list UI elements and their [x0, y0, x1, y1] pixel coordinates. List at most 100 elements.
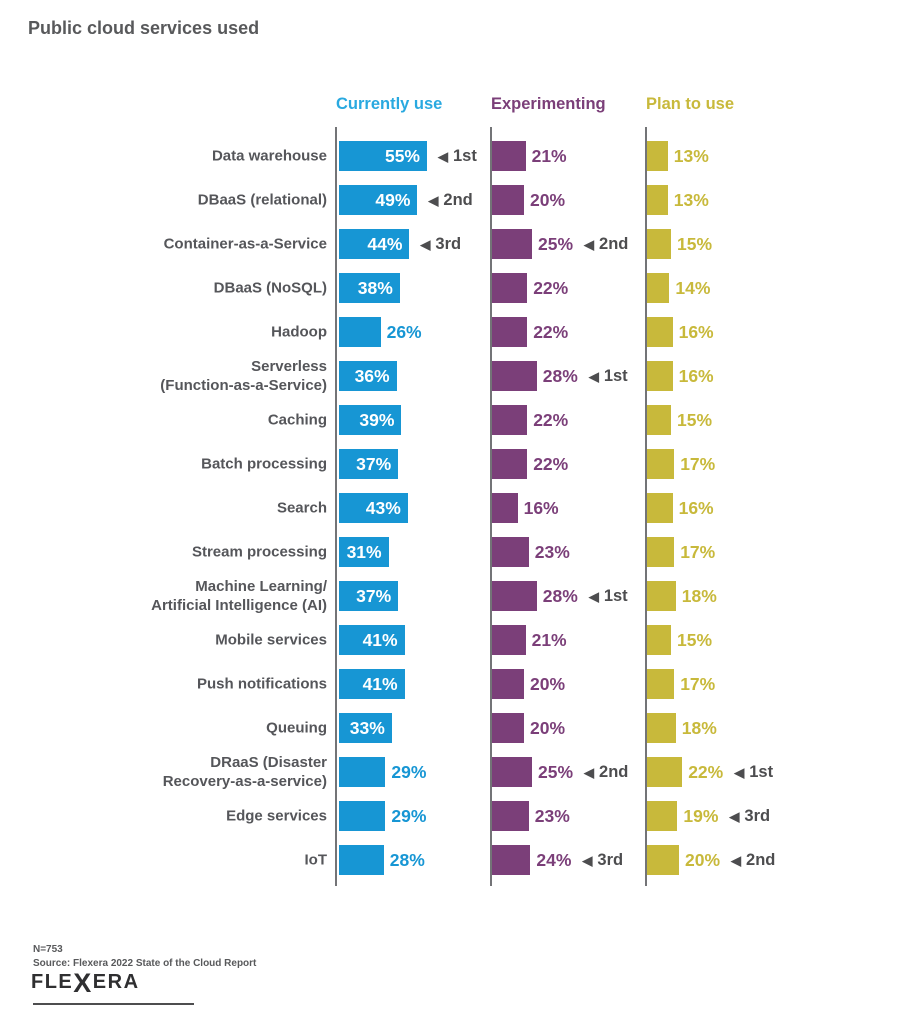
- category-label-line: Queuing: [266, 719, 327, 737]
- bar-value-label: 16%: [678, 321, 714, 342]
- bar-group-plan-to-use: 20% ◀ 2nd: [647, 845, 775, 875]
- bar-group-plan-to-use: 16%: [647, 493, 714, 523]
- bar-value-label: 22%: [533, 409, 569, 430]
- bar-group-currently-use: 44% ◀ 3rd: [339, 229, 461, 259]
- bar-group-plan-to-use: 18%: [647, 581, 717, 611]
- bar: [647, 625, 671, 655]
- bar: [492, 669, 524, 699]
- category-label: Caching: [0, 411, 327, 430]
- logo-text-post: ERA: [92, 971, 140, 993]
- flexera-logo: FLE X ERA: [31, 969, 140, 996]
- bar: [339, 757, 386, 787]
- category-label-line: IoT: [304, 851, 328, 869]
- chart-row: Hadoop 26% 22% 16%: [0, 310, 921, 354]
- chart-row: DBaaS (NoSQL) 38% 22% 14%: [0, 266, 921, 310]
- chart-row: IoT 28% 24% ◀ 3rd 20% ◀ 2nd: [0, 838, 921, 882]
- rank-badge: ◀ 2nd: [584, 235, 628, 254]
- bar-group-currently-use: 33%: [339, 713, 392, 743]
- bar-group-currently-use: 37%: [339, 449, 399, 479]
- bar-group-currently-use: 49% ◀ 2nd: [339, 185, 473, 215]
- bar: 31%: [339, 537, 389, 567]
- rank-label: 1st: [453, 146, 477, 165]
- bar: [647, 845, 679, 875]
- bar-group-plan-to-use: 17%: [647, 537, 715, 567]
- bar-group-plan-to-use: 15%: [647, 405, 712, 435]
- category-label-line: Search: [276, 499, 327, 517]
- bar: [492, 845, 531, 875]
- column-header-experimenting: Experimenting: [491, 95, 606, 113]
- bar: [492, 581, 537, 611]
- bar: [492, 141, 526, 171]
- bar-value-label: 29%: [391, 805, 427, 826]
- bar: [647, 141, 668, 171]
- chart-row: DBaaS (relational) 49% ◀ 2nd 20% 13%: [0, 178, 921, 222]
- bar: 41%: [339, 625, 405, 655]
- bar-value-label: 22%: [533, 453, 569, 474]
- bar: 38%: [339, 273, 400, 303]
- bar-group-currently-use: 37%: [339, 581, 399, 611]
- category-label: Hadoop: [0, 323, 327, 342]
- rank-label: 1st: [749, 762, 774, 781]
- logo-underline: [33, 1003, 194, 1005]
- bar-group-experimenting: 28% ◀ 1st: [492, 581, 628, 611]
- bar-group-plan-to-use: 17%: [647, 669, 715, 699]
- bar-group-currently-use: 41%: [339, 669, 405, 699]
- category-label: DBaaS (NoSQL): [0, 279, 327, 298]
- bar-value-label: 43%: [365, 497, 401, 518]
- rank-badge: ◀ 1st: [734, 763, 773, 782]
- bar-value-label: 17%: [680, 673, 716, 694]
- bar: [492, 713, 524, 743]
- bar-group-currently-use: 29%: [339, 801, 426, 831]
- category-label-line: DBaaS (NoSQL): [213, 279, 327, 297]
- bar: 36%: [339, 361, 397, 391]
- rank-label: 3rd: [435, 234, 462, 253]
- category-label: Push notifications: [0, 675, 327, 694]
- bar-value-label: 26%: [386, 321, 422, 342]
- bar-value-label: 21%: [531, 629, 567, 650]
- bar-group-experimenting: 22%: [492, 405, 568, 435]
- bar-value-label: 22%: [688, 761, 724, 782]
- chart-row: Data warehouse 55% ◀ 1st 21% 13%: [0, 134, 921, 178]
- category-label-line: DRaaS (Disaster: [210, 754, 327, 771]
- bar-value-label: 44%: [367, 233, 403, 254]
- rank-badge: ◀ 2nd: [584, 763, 628, 782]
- chart-title: Public cloud services used: [28, 18, 260, 38]
- bar-value-label: 16%: [678, 365, 714, 386]
- rank-label: 3rd: [597, 850, 624, 869]
- bar-value-label: 29%: [391, 761, 427, 782]
- bar: [492, 537, 529, 567]
- rank-label: 2nd: [746, 850, 776, 869]
- bar-group-currently-use: 26%: [339, 317, 422, 347]
- category-label-line: Hadoop: [271, 323, 327, 341]
- chart-row: Batch processing 37% 22% 17%: [0, 442, 921, 486]
- rank-label: 2nd: [443, 190, 473, 209]
- bar-value-label: 22%: [533, 277, 569, 298]
- bar-value-label: 20%: [530, 189, 566, 210]
- chart-row: Container-as-a-Service 44% ◀ 3rd 25% ◀ 2nd 15%: [0, 222, 921, 266]
- bar-value-label: 31%: [346, 541, 382, 562]
- bar-value-label: 17%: [680, 541, 716, 562]
- bar-value-label: 20%: [685, 849, 721, 870]
- column-header-plan-to-use: Plan to use: [646, 95, 735, 113]
- column-header-currently-use: Currently use: [336, 95, 443, 113]
- rank-label: 2nd: [599, 762, 629, 781]
- bar-value-label: 20%: [530, 717, 566, 738]
- bar-group-experimenting: 23%: [492, 537, 570, 567]
- category-label-line: Container-as-a-Service: [163, 235, 327, 253]
- bar-group-experimenting: 21%: [492, 625, 567, 655]
- category-label-line: Machine Learning/: [195, 578, 327, 595]
- category-label: DRaaS (Disaster Recovery-as-a-service): [0, 753, 327, 791]
- bar-value-label: 13%: [673, 145, 709, 166]
- chart-row: DRaaS (Disaster Recovery-as-a-service) 29%…: [0, 750, 921, 794]
- category-label-line: Artificial Intelligence (AI): [151, 597, 327, 614]
- source-note: Source: Flexera 2022 State of the Cloud …: [33, 958, 257, 969]
- rank-arrow-icon: ◀: [734, 764, 745, 780]
- category-label: Edge services: [0, 807, 327, 826]
- bar-value-label: 39%: [359, 409, 395, 430]
- axis-line-2: [490, 127, 492, 886]
- category-label: Search: [0, 499, 327, 518]
- bar-value-label: 18%: [681, 717, 717, 738]
- bar-value-label: 23%: [534, 541, 570, 562]
- bar: 37%: [339, 449, 399, 479]
